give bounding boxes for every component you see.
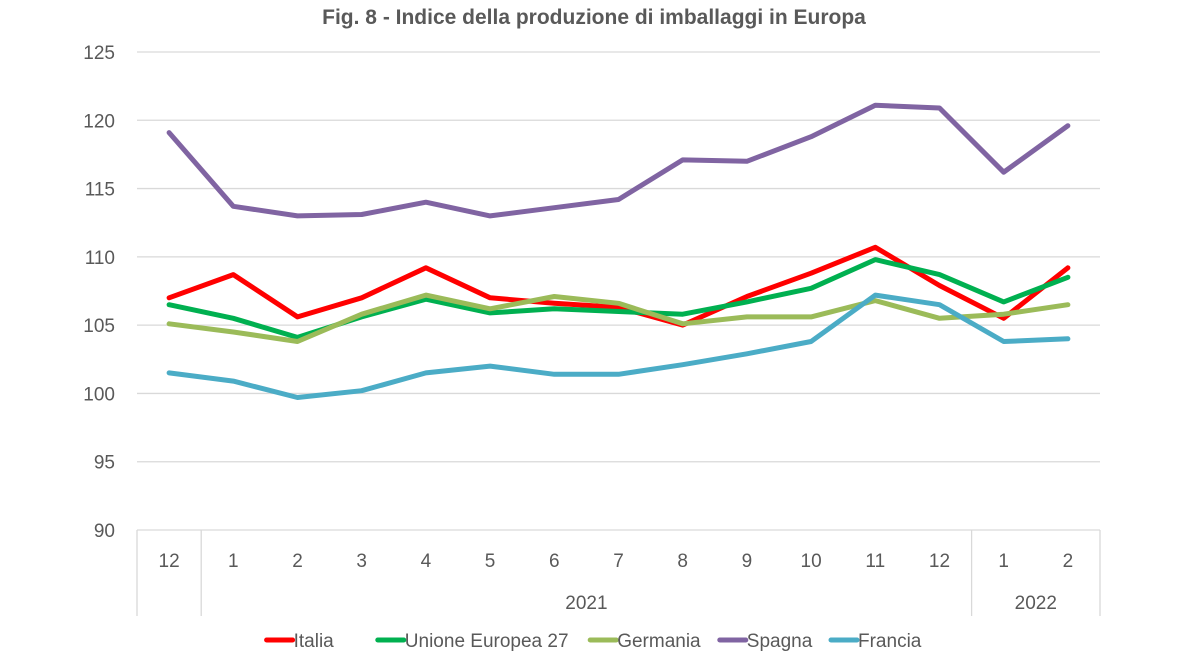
x-tick-label: 5 — [485, 551, 496, 572]
series-line-francia — [166, 292, 1071, 400]
legend-item: Francia — [828, 631, 922, 652]
x-group-label: 2022 — [1015, 593, 1057, 614]
x-group-label: 2021 — [565, 593, 607, 614]
x-tick-label: 11 — [865, 551, 885, 572]
x-tick-label: 1 — [228, 551, 239, 572]
legend-label: Italia — [294, 631, 335, 652]
legend-item: Spagna — [717, 631, 813, 652]
x-tick-label: 9 — [742, 551, 753, 572]
y-tick-label: 90 — [94, 521, 115, 542]
x-tick-label: 1 — [998, 551, 1009, 572]
x-tick-label: 7 — [613, 551, 624, 572]
legend-item: Germania — [587, 631, 701, 652]
x-tick-label: 12 — [159, 551, 180, 572]
y-tick-label: 120 — [83, 111, 115, 132]
legend-item: Unione Europea 27 — [375, 631, 569, 652]
x-tick-label: 10 — [801, 551, 822, 572]
x-tick-label: 3 — [356, 551, 367, 572]
x-tick-label: 2 — [1063, 551, 1074, 572]
y-tick-label: 105 — [83, 316, 115, 337]
x-tick-label: 12 — [929, 551, 950, 572]
y-tick-label: 125 — [83, 43, 115, 64]
series-line-italia — [166, 244, 1071, 328]
legend: Italia Unione Europea 27 Germania Spagna Fra… — [264, 631, 922, 652]
y-tick-label: 95 — [94, 453, 115, 474]
x-tick-label: 6 — [549, 551, 560, 572]
legend-label: Germania — [617, 631, 701, 652]
legend-label: Spagna — [747, 631, 813, 652]
chart-title: Fig. 8 - Indice della produzione di imba… — [322, 6, 866, 29]
gridlines — [137, 51, 1100, 463]
legend-label: Francia — [858, 631, 922, 652]
y-tick-label: 110 — [85, 248, 115, 269]
y-tick-label: 115 — [85, 180, 115, 201]
x-tick-label: 2 — [292, 551, 303, 572]
x-tick-label: 8 — [677, 551, 688, 572]
y-axis-ticks: 90 95 100 105 110 115 120 125 — [83, 43, 115, 542]
legend-item: Italia — [264, 631, 335, 652]
series-line-spagna — [166, 102, 1071, 219]
x-tick-label: 4 — [421, 551, 432, 572]
series-lines — [166, 102, 1071, 400]
y-tick-label: 100 — [83, 384, 115, 405]
series-line-germania — [166, 292, 1071, 344]
legend-label: Unione Europea 27 — [405, 631, 569, 652]
